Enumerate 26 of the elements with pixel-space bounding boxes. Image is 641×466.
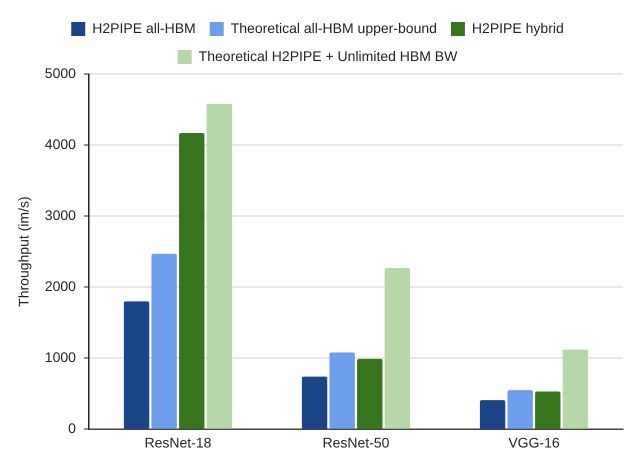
y-tick-label: 0 (68, 420, 76, 436)
bar (124, 301, 150, 429)
bar (480, 400, 506, 429)
bar (562, 350, 588, 429)
bar (206, 104, 232, 429)
bar (329, 352, 355, 429)
bar (151, 254, 177, 429)
y-tick-label: 5000 (44, 64, 76, 81)
x-tick-label: ResNet-50 (322, 434, 390, 450)
y-tick-label: 4000 (44, 136, 76, 152)
y-tick-label: 1000 (44, 349, 76, 366)
bar (357, 358, 382, 429)
y-tick-label: 2000 (44, 278, 76, 294)
bar (384, 268, 410, 429)
legend-label: H2PIPE all-HBM (92, 20, 196, 36)
y-tick-label: 3000 (44, 206, 76, 223)
legend-label: H2PIPE hybrid (472, 20, 564, 36)
y-axis-title: Throughput (im/s) (15, 196, 32, 307)
bar (302, 376, 328, 429)
legend-label: Theoretical H2PIPE + Unlimited HBM BW (198, 48, 458, 64)
legend-label: Theoretical all-HBM upper-bound (230, 20, 437, 36)
x-tick-label: ResNet-18 (144, 434, 212, 450)
bar (179, 132, 204, 429)
x-tick-label: VGG-16 (508, 434, 560, 450)
bar (535, 392, 560, 429)
bar (508, 390, 533, 429)
